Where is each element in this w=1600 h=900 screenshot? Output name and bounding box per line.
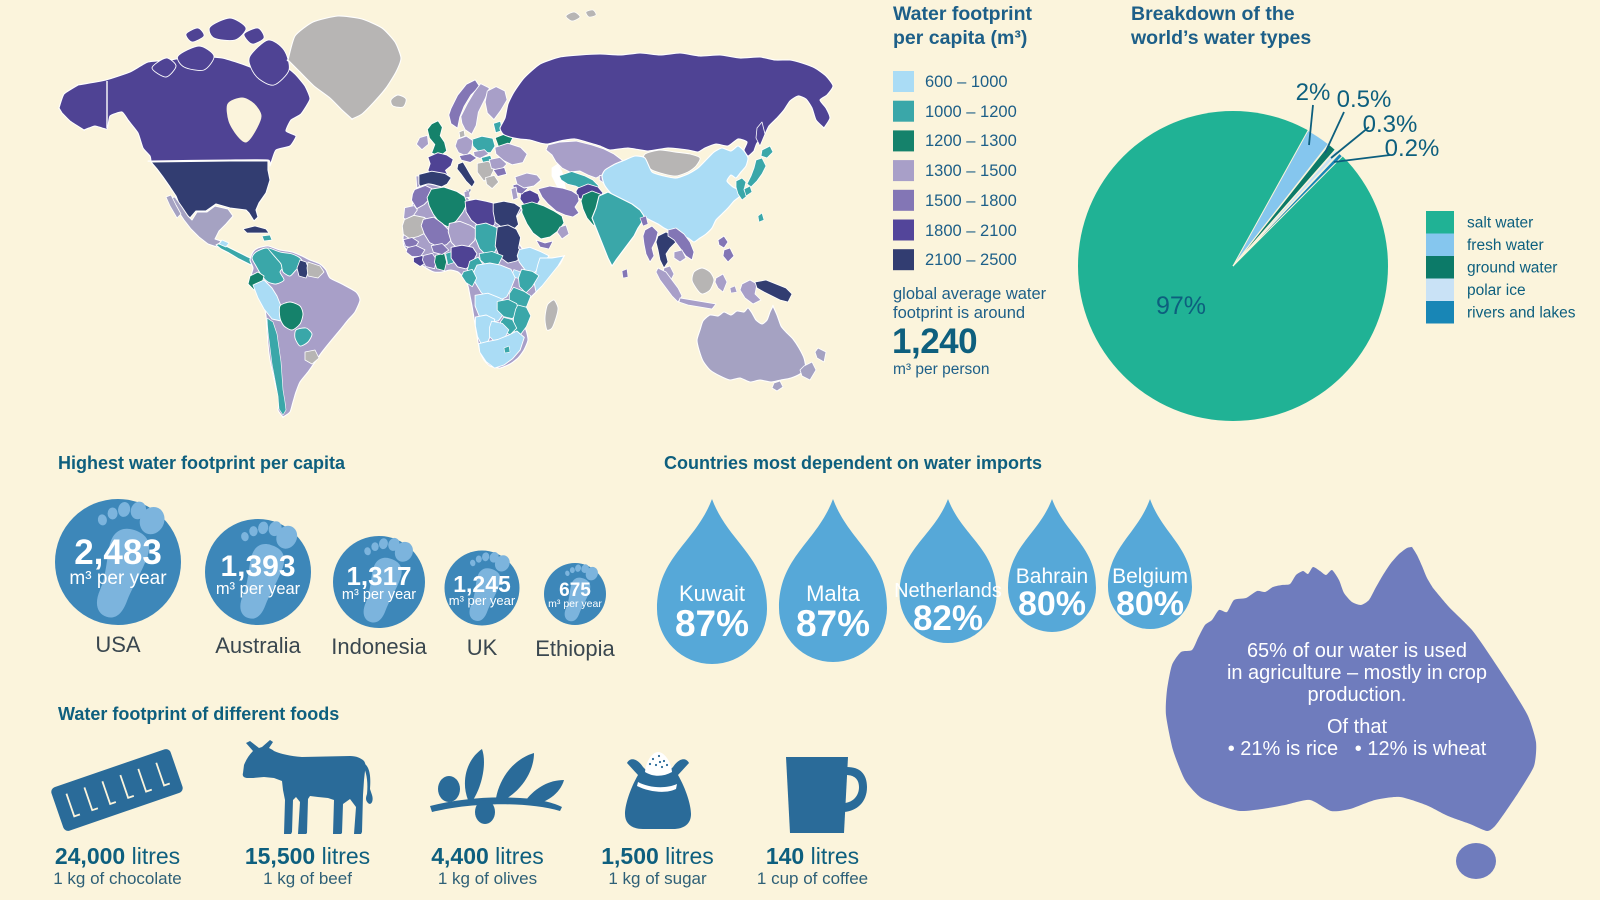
- svg-text:rivers and lakes: rivers and lakes: [1467, 305, 1576, 322]
- svg-text:0.2%: 0.2%: [1385, 135, 1440, 162]
- svg-text:Kuwait: Kuwait: [679, 581, 745, 606]
- svg-text:Malta: Malta: [806, 581, 861, 606]
- svg-text:Netherlands: Netherlands: [894, 580, 1002, 602]
- svg-text:salt water: salt water: [1467, 215, 1533, 232]
- svg-text:polar ice: polar ice: [1467, 282, 1526, 299]
- svg-text:Belgium: Belgium: [1112, 565, 1188, 588]
- svg-text:ground water: ground water: [1467, 260, 1557, 277]
- svg-text:87%: 87%: [796, 603, 870, 644]
- svg-text:80%: 80%: [1116, 585, 1184, 623]
- svg-text:97%: 97%: [1156, 292, 1206, 320]
- svg-text:0.5%: 0.5%: [1337, 86, 1392, 113]
- svg-text:Bahrain: Bahrain: [1016, 565, 1088, 588]
- svg-text:80%: 80%: [1018, 585, 1086, 623]
- svg-text:0.3%: 0.3%: [1363, 111, 1418, 138]
- svg-text:fresh water: fresh water: [1467, 237, 1544, 254]
- svg-text:82%: 82%: [913, 599, 983, 638]
- svg-text:2%: 2%: [1296, 79, 1331, 106]
- svg-text:87%: 87%: [675, 603, 749, 644]
